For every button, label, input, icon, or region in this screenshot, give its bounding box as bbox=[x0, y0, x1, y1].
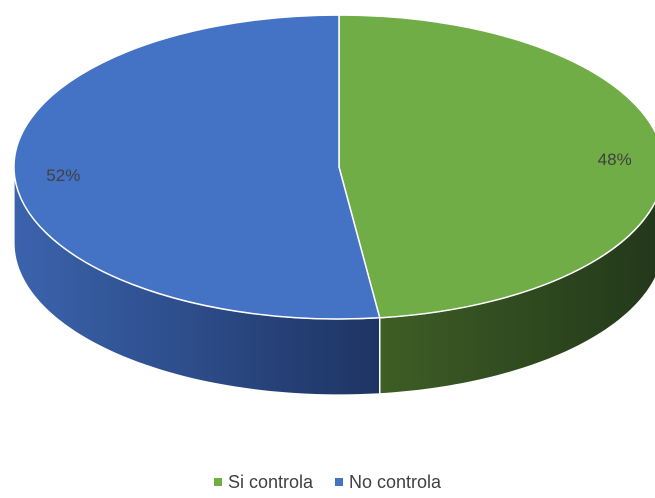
legend-item-no-controla: No controla bbox=[334, 471, 442, 493]
legend-label-no-controla: No controla bbox=[348, 471, 442, 492]
legend-label-si-controla: Si controla bbox=[227, 471, 313, 492]
legend: Si controla No controla bbox=[0, 470, 655, 494]
pie-data-labels: 48% 52% bbox=[46, 150, 631, 185]
pie-top-faces bbox=[13, 14, 655, 320]
pie-slice-no-controla bbox=[13, 14, 381, 320]
data-label-si-controla: 48% bbox=[598, 150, 632, 169]
pie-slice-si-controla bbox=[338, 14, 655, 319]
data-label-no-controla: 52% bbox=[46, 166, 80, 185]
legend-item-si-controla: Si controla bbox=[213, 471, 313, 493]
legend-swatch-si-controla bbox=[213, 478, 222, 486]
legend-swatch-no-controla bbox=[334, 478, 343, 486]
